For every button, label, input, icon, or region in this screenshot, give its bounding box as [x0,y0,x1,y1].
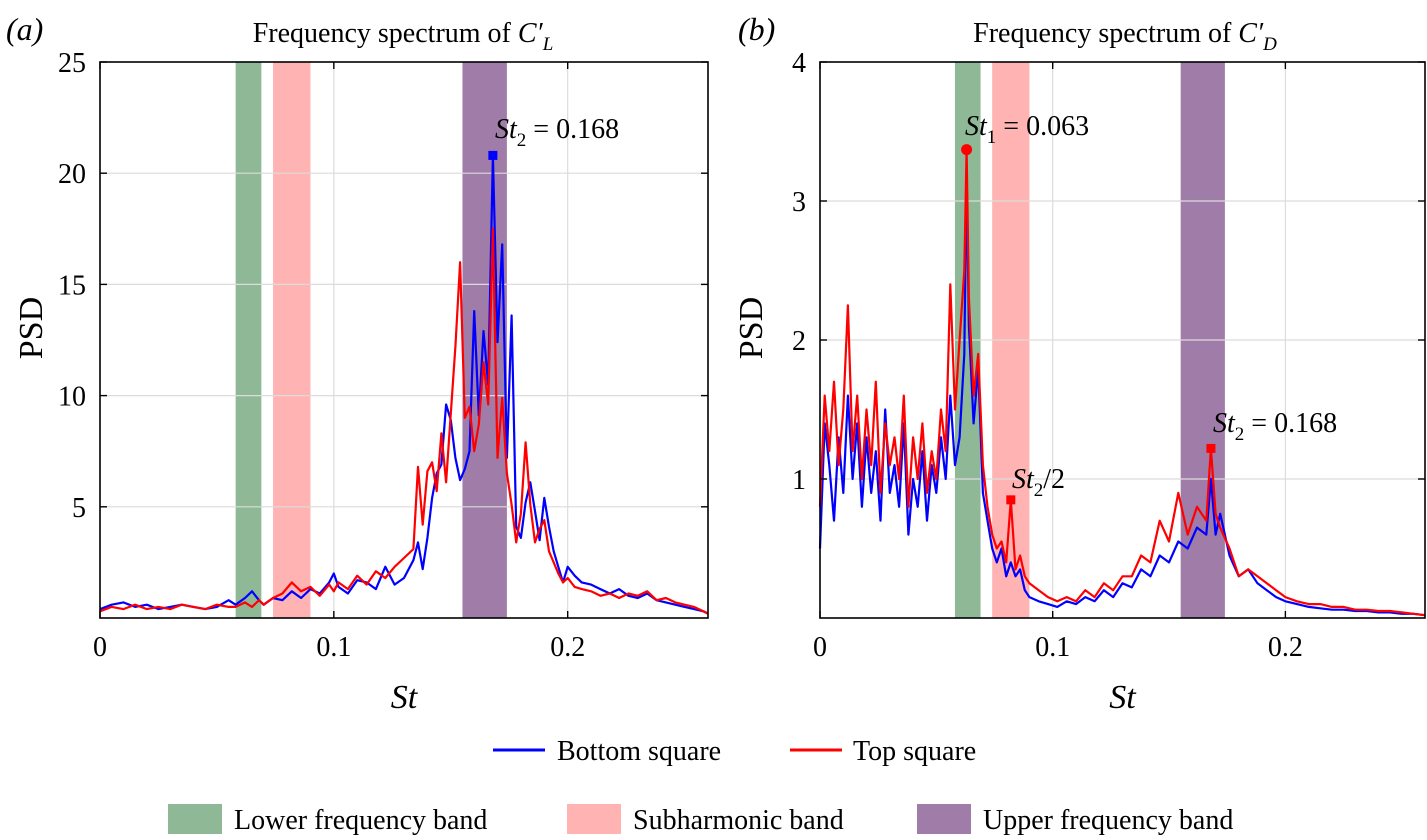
panel-a-annotation-st2: St2 = 0.168 [495,114,619,151]
panel-a-peak-marker [488,150,498,160]
panel-a-xlabel: St [391,679,419,716]
panel-b-series-bottom [818,172,1426,617]
legend-bands: Lower frequency band Subharmonic band Uppe… [168,804,1233,836]
panel-b-xtick-label: 0.1 [1035,632,1070,663]
panel-a-grid [100,62,708,618]
panel-a-axes-frame [99,61,709,619]
legend-swatch-upper-band [917,804,971,834]
panel-b-ytick-label: 3 [792,187,806,218]
panel-b-ytick-label: 4 [792,48,806,79]
legend-label-upper-band: Upper frequency band [983,805,1233,836]
panel-b-xlabel: St [1109,679,1137,716]
panel-a-bands [235,62,507,618]
panel-b-annotation-st2: St2 = 0.168 [1213,408,1337,445]
panel-a-xtick-label: 0.1 [316,632,351,663]
panel-a-band-lower-band [235,62,262,618]
panel-b-peak-marker [961,144,973,156]
panel-b-peak-marker [1006,495,1016,505]
panel-a-ytick-label: 15 [58,270,86,301]
panel-b-peak-marker [1206,443,1216,453]
panel-b-ylabel: PSD [733,297,770,359]
panel-b-ticks: 0 0.1 0.2 1 2 3 4 [792,48,1425,663]
legend-swatch-lower-band [168,804,222,834]
panel-b: (b) Frequency spectrum of C′D 0 0.1 0.2 1 2 3… [733,11,1426,716]
legend-label-lower-band: Lower frequency band [234,805,487,836]
panel-b-annotation-st1: St1 = 0.063 [965,111,1089,148]
panel-a-ytick-label: 25 [58,48,86,79]
panel-b-title: Frequency spectrum of C′D [973,18,1277,55]
panel-a-ytick-label: 5 [72,493,86,524]
panel-b-xtick-label: 0 [813,632,827,663]
panel-a-label: (a) [6,11,43,47]
panel-a-series-bottom [99,154,709,615]
panel-a-series [99,154,709,615]
panel-a-xtick-label: 0.2 [550,632,585,663]
panel-b-ytick-label: 1 [792,465,806,496]
legend-label-sub-band: Subharmonic band [633,805,844,836]
legend-swatch-sub-band [567,804,621,834]
panel-a-xtick-label: 0 [93,632,107,663]
panel-a: (a) Frequency spectrum of C′L 0 0.1 0.2 5 10… [6,11,709,716]
panel-a-ytick-label: 20 [58,159,86,190]
panel-b-annotation-st2-half: St2/2 [1012,464,1065,501]
legend-label-top: Top square [853,736,976,767]
panel-a-band-sub-band [273,62,311,618]
panel-b-ytick-label: 2 [792,326,806,357]
panel-a-title: Frequency spectrum of C′L [253,18,554,55]
panel-b-series [818,148,1426,617]
panel-b-label: (b) [738,11,775,47]
panel-a-ylabel: PSD [13,297,50,359]
legend-lines: Bottom square Top square [493,736,976,767]
panel-b-series-top [818,148,1426,617]
panel-b-grid [820,62,1425,618]
panel-a-series-top [99,227,709,615]
panel-a-ticks: 0 0.1 0.2 5 10 15 20 25 [58,48,708,663]
legend-label-bottom: Bottom square [557,736,721,767]
panel-b-markers [961,144,1216,505]
panel-a-ytick-label: 10 [58,382,86,413]
panel-a-markers [488,150,498,160]
panel-b-xtick-label: 0.2 [1268,632,1303,663]
